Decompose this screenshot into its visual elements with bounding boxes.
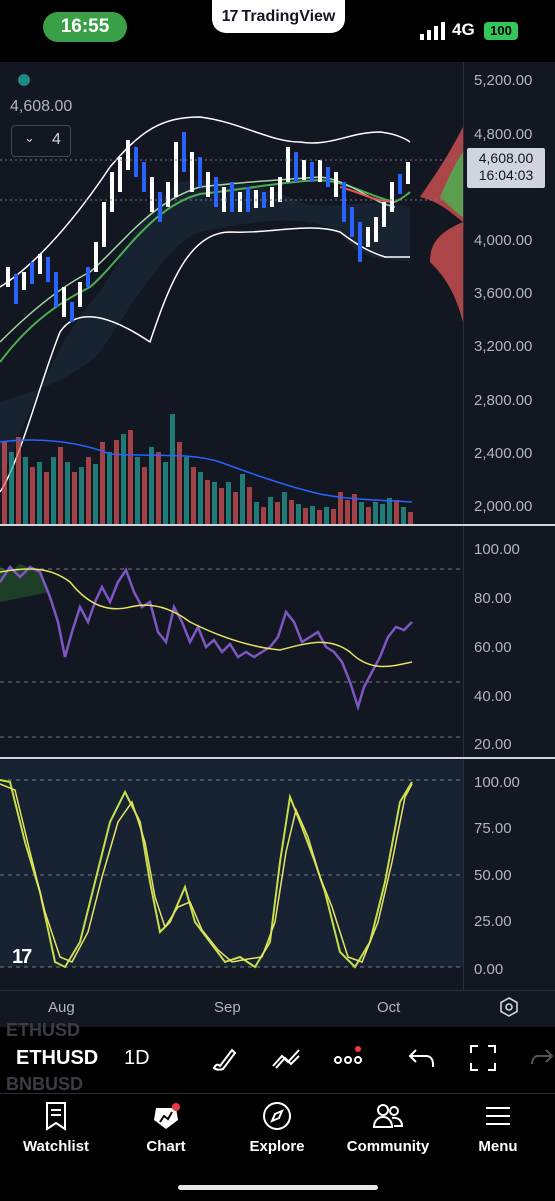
drawing-brush-icon[interactable] [208, 1042, 240, 1074]
redo-icon[interactable] [530, 1042, 555, 1074]
tradingview-watermark-icon: 17 [12, 946, 32, 968]
tradingview-logo-icon: 17 [221, 8, 239, 25]
stoch-tick: 100.00 [474, 774, 520, 791]
price-tick: 3,600.00 [474, 285, 533, 302]
time-tick: Sep [214, 999, 241, 1016]
tab-watchlist[interactable]: Watchlist [6, 1100, 106, 1155]
price-tick: 2,000.00 [474, 498, 533, 515]
status-time: 16:55 [43, 12, 127, 42]
tab-chart[interactable]: Chart [116, 1100, 216, 1155]
volume-bars-group [2, 414, 413, 525]
tab-label: Chart [146, 1138, 186, 1155]
tab-label: Community [346, 1138, 430, 1155]
tab-label: Watchlist [22, 1138, 90, 1155]
chart-settings-icon[interactable] [498, 996, 520, 1018]
chart-drawing [0, 116, 463, 969]
price-readout: 4,608.00 [10, 98, 73, 115]
tab-menu[interactable]: Menu [448, 1100, 548, 1155]
pane-separator[interactable] [0, 757, 555, 759]
tab-label: Menu [478, 1138, 518, 1155]
people-icon [372, 1104, 404, 1128]
bollinger-upper-line [0, 116, 411, 288]
fullscreen-icon[interactable] [467, 1042, 499, 1074]
stoch-tick: 25.00 [474, 913, 512, 930]
price-tick: 4,800.00 [474, 126, 533, 143]
tab-explore[interactable]: Explore [227, 1100, 327, 1155]
stoch-tick: 50.00 [474, 867, 512, 884]
chevron-down-icon: ⌄ [24, 130, 35, 145]
rsi-tick: 20.00 [474, 736, 512, 753]
indicators-collapse-button[interactable]: ⌄ 4 [11, 125, 71, 157]
price-tick: 4,000.00 [474, 232, 533, 249]
volume-profile [420, 127, 463, 322]
rsi-tick: 100.00 [474, 541, 520, 558]
bookmark-list-icon [46, 1102, 66, 1131]
price-tick: 2,400.00 [474, 445, 533, 462]
pane-separator[interactable] [0, 524, 555, 526]
rsi-tick: 40.00 [474, 688, 512, 705]
tab-label: Explore [249, 1138, 305, 1155]
rsi-ma-line [0, 568, 413, 668]
bar-countdown: 16:04:03 [478, 167, 534, 183]
network-type: 4G [452, 20, 475, 39]
ghost-symbol-top: ETHUSD [6, 1020, 81, 1040]
time-axis[interactable]: Aug Sep Oct [0, 990, 555, 1028]
symbol-selector[interactable]: ETHUSD [16, 1047, 99, 1069]
bottom-tab-bar [0, 1093, 555, 1201]
rsi-tick: 80.00 [474, 590, 512, 607]
indicator-count: 4 [52, 131, 61, 148]
candles-group [6, 132, 410, 322]
compass-icon [263, 1102, 291, 1130]
current-price-label: 4,608.00 16:04:03 [467, 148, 545, 188]
stoch-tick: 0.00 [474, 961, 504, 978]
price-tick: 3,200.00 [474, 338, 533, 355]
chart-candle-icon [154, 1103, 180, 1129]
volume-ma-line [0, 439, 413, 503]
home-indicator[interactable] [178, 1185, 378, 1190]
rsi-tick: 60.00 [474, 639, 512, 656]
market-status-icon[interactable] [18, 74, 30, 86]
stoch-tick: 75.00 [474, 820, 512, 837]
rsi-line [0, 565, 413, 712]
chart-canvas[interactable] [0, 62, 555, 1027]
drawing-tools-icon[interactable] [270, 1042, 302, 1074]
tradingview-app-pill[interactable]: 17 TradingView [212, 0, 345, 33]
price-tick: 2,800.00 [474, 392, 533, 409]
price-axis[interactable] [463, 62, 555, 1027]
more-options-icon[interactable] [332, 1042, 364, 1074]
signal-icon [420, 22, 445, 40]
time-tick: Aug [48, 999, 75, 1016]
price-tick: 5,200.00 [474, 72, 533, 89]
tab-community[interactable]: Community [338, 1100, 438, 1155]
undo-icon[interactable] [406, 1042, 438, 1074]
stoch-d-line [0, 783, 413, 963]
battery-indicator: 100 [484, 22, 518, 40]
bollinger-lower-line [0, 227, 410, 493]
time-tick: Oct [377, 999, 401, 1016]
app-pill-label: TradingView [241, 8, 336, 25]
ghost-symbol-bottom: BNBUSD [6, 1074, 84, 1094]
stoch-k-line [0, 779, 413, 969]
hamburger-icon [486, 1107, 510, 1125]
current-price-value: 4,608.00 [478, 150, 534, 166]
interval-selector[interactable]: 1D [124, 1047, 150, 1069]
